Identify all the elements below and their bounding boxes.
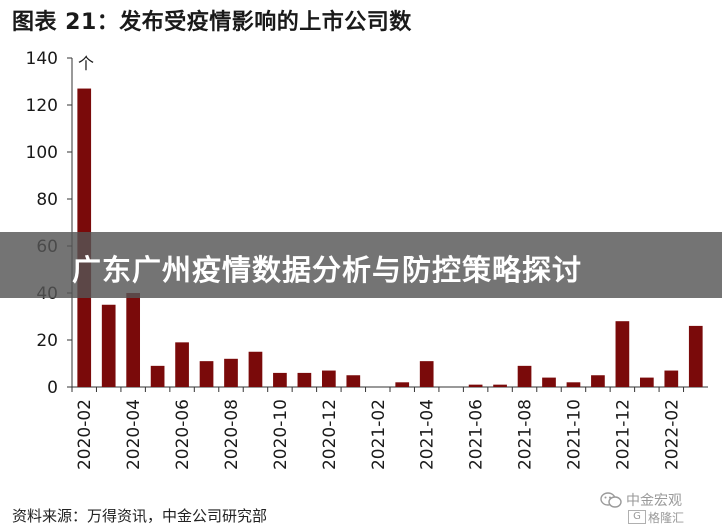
bar — [517, 365, 532, 387]
x-axis-ticks: 2020-02 2020-04 2020-06 2020-08 2020-10 2020-… — [71, 387, 685, 470]
bar — [150, 365, 165, 387]
x-tick-label: 2021-08 — [516, 399, 536, 470]
bar — [199, 361, 214, 387]
bar — [126, 293, 141, 387]
x-tick-label: 2020-12 — [320, 399, 340, 470]
bar — [468, 384, 483, 387]
x-tick-label: 2021-12 — [613, 399, 633, 470]
chart-axes — [71, 58, 708, 388]
bar — [688, 325, 703, 387]
x-tick-label: 2021-10 — [564, 399, 584, 470]
y-tick-label: 120 — [26, 96, 58, 116]
bar — [297, 372, 312, 387]
y-axis-ticks: 020406080100120140 — [26, 49, 72, 398]
bar — [419, 361, 434, 387]
x-tick-label: 2020-08 — [222, 399, 242, 470]
x-tick-label: 2021-04 — [418, 399, 438, 470]
y-tick-label: 0 — [47, 378, 58, 398]
wechat-icon — [600, 491, 622, 513]
bar — [591, 375, 605, 387]
bar — [101, 304, 116, 387]
bar — [639, 377, 654, 387]
x-tick-label: 2020-10 — [271, 399, 291, 470]
watermark-sub: 格隆汇 — [648, 511, 685, 525]
overlay-banner-text: 广东广州疫情数据分析与防控策略探讨 — [72, 253, 583, 287]
x-tick-label: 2020-06 — [173, 399, 193, 470]
x-tick-label: 2020-02 — [75, 399, 95, 470]
bar — [273, 372, 287, 387]
bar — [321, 370, 336, 387]
y-tick-label: 140 — [26, 49, 58, 69]
bar — [248, 351, 263, 387]
y-tick-label: 80 — [36, 190, 58, 210]
chart-title: 图表 21：发布受疫情影响的上市公司数 — [12, 10, 412, 35]
bar — [615, 321, 630, 387]
watermark: 中金宏观 G 格隆汇 — [600, 488, 718, 528]
y-tick-label: 100 — [26, 143, 58, 163]
watermark-logo-icon: G — [628, 510, 646, 524]
bar — [224, 358, 238, 387]
x-tick-label: 2020-04 — [124, 399, 144, 470]
x-tick-label: 2021-06 — [467, 399, 487, 470]
x-tick-label: 2022-02 — [662, 399, 682, 470]
bar — [566, 382, 581, 387]
x-tick-label: 2021-02 — [369, 399, 389, 470]
bar — [395, 382, 410, 387]
bar — [664, 370, 679, 387]
source-note: 资料来源：万得资讯，中金公司研究部 — [12, 507, 268, 525]
y-axis-unit-label: 个 — [78, 54, 94, 73]
bar — [493, 384, 507, 387]
bar — [346, 375, 361, 387]
watermark-name: 中金宏观 — [626, 493, 682, 509]
y-tick-label: 20 — [36, 331, 58, 351]
bar — [542, 377, 556, 387]
overlay-banner — [0, 232, 722, 298]
bar — [175, 342, 189, 387]
